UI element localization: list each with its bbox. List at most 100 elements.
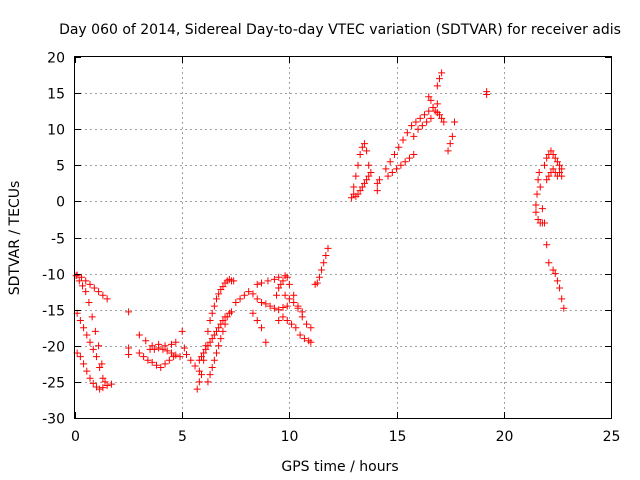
data-point — [535, 169, 543, 177]
data-point — [262, 300, 270, 308]
data-point — [219, 317, 227, 325]
data-point — [253, 295, 261, 303]
data-point — [318, 266, 326, 274]
data-point — [420, 111, 428, 119]
data-point — [545, 259, 553, 267]
data-point — [275, 273, 283, 281]
series-arc-E3 — [204, 308, 236, 386]
data-point — [354, 161, 362, 169]
data-point — [270, 304, 278, 312]
data-point — [425, 93, 433, 101]
data-point — [152, 361, 160, 369]
data-point — [386, 158, 394, 166]
data-point — [401, 158, 409, 166]
data-point — [373, 179, 381, 187]
data-point — [279, 313, 287, 321]
series-arc-N — [433, 69, 446, 90]
data-point — [416, 114, 424, 122]
data-point — [360, 179, 368, 187]
data-point — [266, 302, 274, 310]
y-tick-label: 15 — [47, 87, 65, 103]
series-arc-J2 — [350, 169, 375, 200]
data-point — [545, 172, 553, 180]
data-point — [148, 358, 156, 366]
data-point — [553, 277, 561, 285]
y-tick-label: -15 — [42, 304, 65, 320]
data-point — [264, 277, 272, 285]
data-point — [536, 183, 544, 191]
data-point — [429, 104, 437, 112]
data-point — [551, 270, 559, 278]
data-point — [182, 350, 190, 358]
series-arc-R2 — [543, 165, 566, 184]
data-point — [425, 107, 433, 115]
data-point — [206, 338, 214, 346]
data-point — [397, 161, 405, 169]
data-point — [144, 356, 152, 364]
data-point — [172, 338, 180, 346]
data-point — [135, 331, 143, 339]
data-point — [283, 317, 291, 325]
data-point — [76, 353, 84, 361]
series-arc-L1 — [382, 100, 441, 173]
data-point — [204, 342, 212, 350]
data-point — [223, 313, 231, 321]
data-point — [294, 304, 302, 312]
data-point — [543, 241, 551, 249]
data-point — [210, 331, 218, 339]
data-point — [358, 183, 366, 191]
data-point — [217, 335, 225, 343]
data-point — [83, 367, 91, 375]
y-tick-label: 5 — [56, 159, 65, 175]
series-arc-C2 — [146, 344, 184, 361]
data-point — [202, 345, 210, 353]
data-point — [440, 118, 448, 126]
data-point — [125, 308, 133, 316]
data-point — [285, 280, 293, 288]
data-point — [85, 298, 93, 306]
data-point — [410, 150, 418, 158]
series-arc-F — [232, 288, 291, 314]
data-point — [82, 277, 90, 285]
data-point — [206, 371, 214, 379]
data-point — [283, 302, 291, 310]
series-arc-I — [311, 244, 332, 288]
data-point — [551, 154, 559, 162]
data-point — [208, 363, 216, 371]
data-point — [86, 338, 94, 346]
data-point — [195, 378, 203, 386]
data-point — [307, 324, 315, 332]
data-point — [191, 362, 199, 370]
y-tick-label: 10 — [47, 123, 65, 139]
data-point — [83, 331, 91, 339]
data-point — [275, 284, 283, 292]
data-point — [433, 100, 441, 108]
data-point — [253, 280, 261, 288]
data-point — [285, 295, 293, 303]
data-point — [219, 327, 227, 335]
data-point — [91, 327, 99, 335]
data-point — [296, 331, 304, 339]
data-point — [365, 172, 373, 180]
data-point — [103, 382, 111, 390]
data-point — [258, 279, 266, 287]
data-point — [435, 111, 443, 119]
series-arc-A2 — [73, 271, 111, 303]
data-point — [538, 219, 546, 227]
data-point — [107, 380, 115, 388]
data-point — [140, 353, 148, 361]
data-point — [549, 266, 557, 274]
data-point — [125, 350, 133, 358]
data-point — [279, 304, 287, 312]
data-point — [427, 96, 435, 104]
series-arc-K — [373, 176, 383, 195]
data-point — [159, 345, 167, 353]
data-point — [532, 201, 540, 209]
chart-title: Day 060 of 2014, Sidereal Day-to-day VTE… — [59, 22, 621, 38]
data-point — [215, 290, 223, 298]
data-point — [213, 295, 221, 303]
data-point — [163, 347, 171, 355]
data-point — [313, 279, 321, 287]
data-point — [135, 349, 143, 357]
